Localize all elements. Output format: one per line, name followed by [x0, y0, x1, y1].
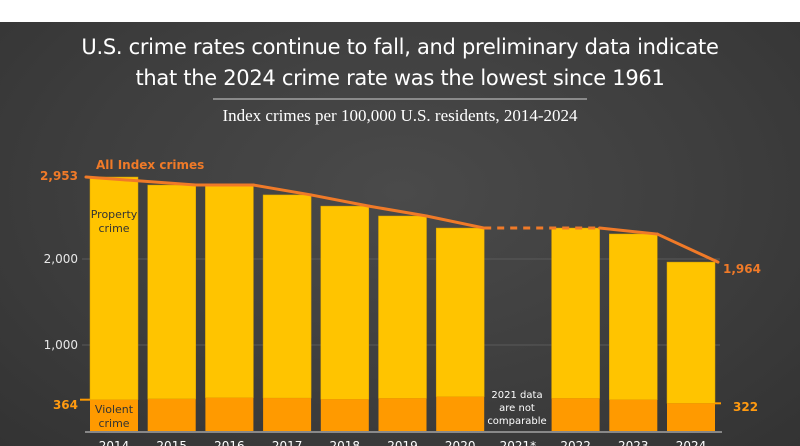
- missing-note-1: 2021 data: [491, 390, 542, 401]
- bar-property-2022: [551, 227, 600, 399]
- x-tick-label: 2018: [330, 439, 361, 446]
- total-line-segment: [367, 204, 428, 218]
- bar-violent-2018: [320, 399, 369, 431]
- violent-end-label: 322: [733, 400, 758, 414]
- labels: All Index crimes 2,953 1,964 364 322 Pro…: [40, 158, 761, 446]
- bar-chart: 1,000 2,000 All Index crimes 2,953 1,964 …: [40, 158, 761, 446]
- bar-property-2015: [147, 184, 196, 400]
- x-tick-label: 2022: [560, 439, 591, 446]
- property-crime-label-1: Property: [91, 208, 138, 221]
- x-tick-label: 2016: [214, 439, 245, 446]
- all-index-crimes-label: All Index crimes: [96, 158, 204, 172]
- bar-violent-2020: [436, 396, 485, 431]
- total-line: [80, 175, 721, 405]
- bar-property-2023: [609, 233, 658, 400]
- total-end-label: 1,964: [723, 262, 761, 276]
- y-tick-label: 2,000: [44, 252, 78, 266]
- x-tick-label: 2020: [445, 439, 476, 446]
- chart-panel: U.S. crime rates continue to fall, and p…: [0, 22, 800, 446]
- total-line-segment: [309, 193, 371, 208]
- bar-property-2017: [262, 194, 312, 399]
- bar-property-2014: [89, 176, 139, 400]
- x-tick-label: 2021*: [500, 439, 537, 446]
- x-tick-label: 2024: [676, 439, 707, 446]
- total-line-segment: [425, 214, 486, 230]
- chart-title-line-1: U.S. crime rates continue to fall, and p…: [81, 35, 719, 59]
- bars: [89, 176, 716, 431]
- total-line-segment: [84, 175, 198, 187]
- y-tick-label: 1,000: [44, 338, 78, 352]
- total-line-segment: [251, 183, 313, 197]
- bar-violent-2023: [609, 399, 658, 431]
- bar-violent-2022: [551, 398, 600, 431]
- x-tick-label: 2015: [156, 439, 187, 446]
- property-crime-label-2: crime: [98, 222, 129, 235]
- x-tick-label: 2019: [387, 439, 418, 446]
- bar-violent-2014: [90, 399, 138, 431]
- bar-violent-2024: [667, 403, 715, 431]
- bar-violent-2019: [378, 398, 427, 431]
- bar-property-2019: [378, 215, 427, 399]
- x-tick-label: 2014: [99, 439, 130, 446]
- total-line-segment: [598, 226, 659, 236]
- bar-property-2016: [205, 184, 254, 398]
- missing-note-2: are not: [499, 403, 535, 414]
- bar-violent-2016: [205, 397, 254, 431]
- chart-title-line-2: that the 2024 crime rate was the lowest …: [135, 66, 665, 90]
- chart-subtitle: Index crimes per 100,000 U.S. residents,…: [222, 106, 578, 125]
- x-tick-label: 2017: [272, 439, 303, 446]
- violent-start-label: 364: [53, 398, 78, 412]
- bar-property-2020: [435, 227, 485, 397]
- missing-note-3: comparable: [487, 416, 546, 427]
- title-divider: [213, 98, 587, 100]
- violent-crime-label-1: Violent: [95, 403, 134, 416]
- violent-crime-label-2: crime: [98, 417, 129, 430]
- bar-violent-2017: [263, 398, 312, 431]
- x-tick-label: 2023: [618, 439, 649, 446]
- total-line-segment: [655, 232, 720, 264]
- bar-property-2018: [320, 205, 370, 400]
- bar-violent-2015: [147, 398, 196, 431]
- bar-property-2024: [666, 261, 716, 404]
- total-start-label: 2,953: [40, 169, 78, 183]
